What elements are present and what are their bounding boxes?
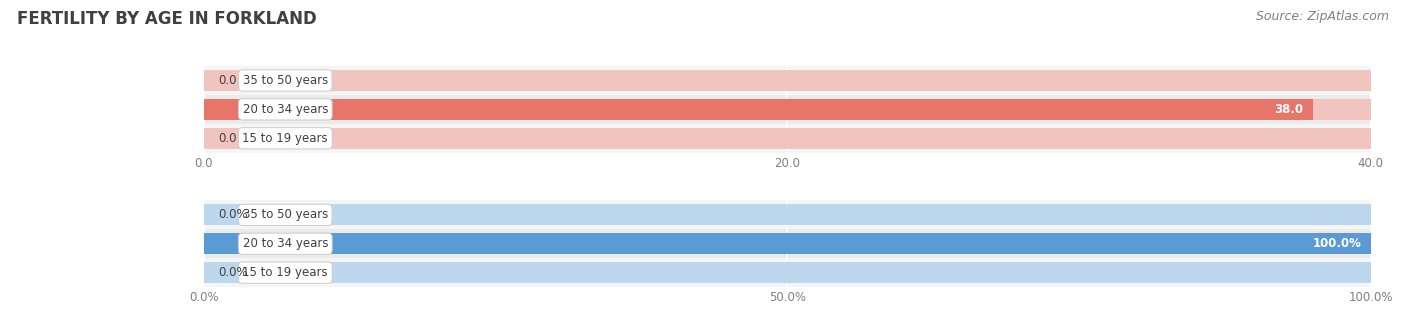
Text: 15 to 19 years: 15 to 19 years — [242, 266, 328, 279]
Text: 0.0%: 0.0% — [218, 208, 247, 221]
Bar — [204, 128, 1371, 148]
Text: 0.0: 0.0 — [218, 132, 236, 145]
Text: 0.0%: 0.0% — [218, 266, 247, 279]
Bar — [204, 99, 1313, 120]
Text: 35 to 50 years: 35 to 50 years — [243, 208, 328, 221]
Bar — [204, 233, 1371, 254]
Text: 100.0%: 100.0% — [1313, 237, 1361, 250]
Text: FERTILITY BY AGE IN FORKLAND: FERTILITY BY AGE IN FORKLAND — [17, 10, 316, 28]
Bar — [204, 95, 1371, 124]
Bar — [204, 229, 1371, 258]
Text: 38.0: 38.0 — [1274, 103, 1303, 116]
Bar — [204, 258, 1371, 287]
Text: 20 to 34 years: 20 to 34 years — [242, 237, 328, 250]
Text: 15 to 19 years: 15 to 19 years — [242, 132, 328, 145]
Bar — [204, 233, 1371, 254]
Text: 20 to 34 years: 20 to 34 years — [242, 103, 328, 116]
Bar — [204, 205, 1371, 225]
Bar — [204, 200, 1371, 229]
Bar — [204, 99, 1371, 120]
Text: Source: ZipAtlas.com: Source: ZipAtlas.com — [1256, 10, 1389, 23]
Text: 0.0: 0.0 — [218, 74, 236, 87]
Bar — [204, 70, 1371, 91]
Bar — [204, 66, 1371, 95]
Text: 35 to 50 years: 35 to 50 years — [243, 74, 328, 87]
Bar — [204, 262, 1371, 283]
Bar — [204, 124, 1371, 153]
